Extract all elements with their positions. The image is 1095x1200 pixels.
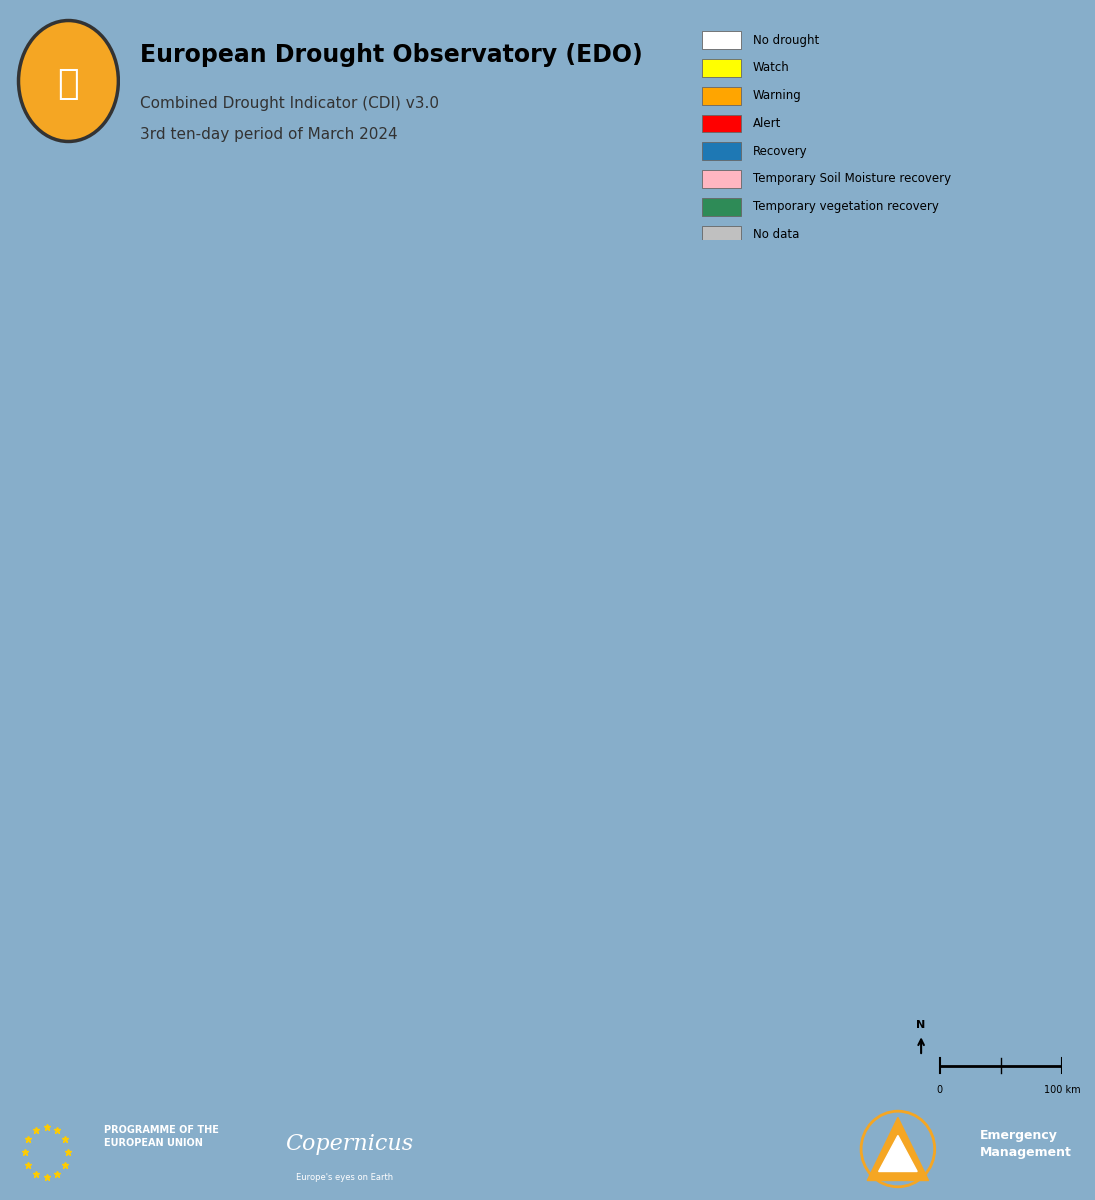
Text: PROGRAMME OF THE
EUROPEAN UNION: PROGRAMME OF THE EUROPEAN UNION <box>104 1126 219 1148</box>
FancyBboxPatch shape <box>702 114 741 132</box>
FancyBboxPatch shape <box>702 59 741 77</box>
Text: N: N <box>917 1020 925 1030</box>
Text: 3rd ten-day period of March 2024: 3rd ten-day period of March 2024 <box>140 127 397 142</box>
Text: Europe's eyes on Earth: Europe's eyes on Earth <box>296 1174 393 1182</box>
Text: No data: No data <box>753 228 799 241</box>
Circle shape <box>19 20 118 142</box>
Text: Emergency
Management: Emergency Management <box>980 1129 1072 1159</box>
Text: Copernicus: Copernicus <box>285 1133 413 1154</box>
FancyBboxPatch shape <box>702 31 741 49</box>
FancyBboxPatch shape <box>702 198 741 216</box>
Polygon shape <box>878 1135 918 1171</box>
Polygon shape <box>867 1117 929 1181</box>
FancyBboxPatch shape <box>702 226 741 244</box>
Text: 🌿: 🌿 <box>58 66 79 101</box>
FancyBboxPatch shape <box>702 170 741 188</box>
Text: Warning: Warning <box>753 89 802 102</box>
Text: Temporary vegetation recovery: Temporary vegetation recovery <box>753 200 938 214</box>
Text: 0: 0 <box>936 1085 943 1094</box>
Text: Recovery: Recovery <box>753 145 807 157</box>
Text: No drought: No drought <box>753 34 819 47</box>
Text: Alert: Alert <box>753 116 782 130</box>
Text: Combined Drought Indicator (CDI) v3.0: Combined Drought Indicator (CDI) v3.0 <box>140 96 439 112</box>
FancyBboxPatch shape <box>702 86 741 104</box>
FancyBboxPatch shape <box>702 143 741 160</box>
Text: 100 km: 100 km <box>1044 1085 1081 1094</box>
Text: European Drought Observatory (EDO): European Drought Observatory (EDO) <box>140 43 643 67</box>
Text: Temporary Soil Moisture recovery: Temporary Soil Moisture recovery <box>753 173 952 186</box>
Text: Watch: Watch <box>753 61 789 74</box>
